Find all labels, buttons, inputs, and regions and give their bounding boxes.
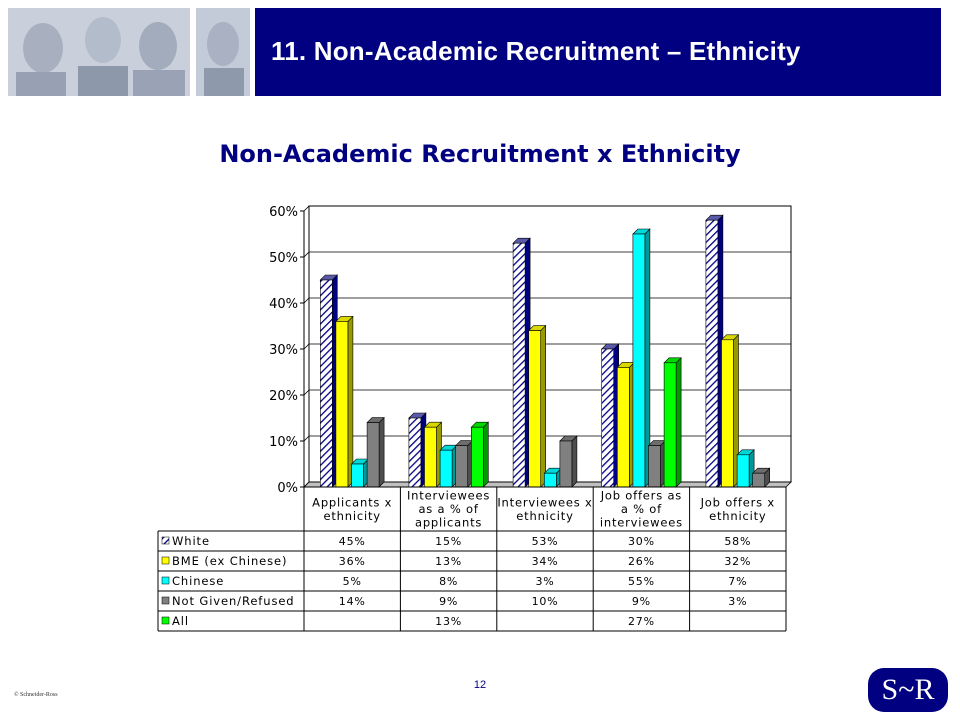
legend-label-white: White [172, 534, 210, 548]
data-label-not-given-refused: 14% [339, 595, 366, 608]
bar-chinese [439, 449, 453, 488]
data-label-not-given-refused: 3% [728, 595, 747, 608]
title-banner: 11. Non-Academic Recruitment – Ethnicity [255, 8, 941, 96]
bar-not-given-refused [648, 445, 661, 488]
bar-bme-ex-chinese-side [540, 324, 547, 488]
y-tick-label: 50% [269, 251, 298, 266]
y-tick-label: 10% [269, 435, 298, 450]
gridline [303, 343, 791, 350]
y-tick-label: 30% [269, 343, 298, 358]
data-label-not-given-refused: 9% [439, 595, 458, 608]
data-label-white: 53% [532, 535, 559, 548]
data-label-chinese: 3% [535, 575, 554, 588]
data-label-bme-ex-chinese: 26% [628, 555, 655, 568]
chart-title: Non-Academic Recruitment x Ethnicity [219, 140, 741, 168]
gridline [303, 205, 791, 212]
bar-bme-ex-chinese [721, 339, 734, 488]
bar-not-given-refused-side [378, 416, 385, 488]
bar-all-side [482, 421, 489, 488]
bar-white [705, 219, 719, 488]
schneider-ross-logo: S~R [868, 668, 948, 712]
bar-all [663, 362, 677, 488]
data-label-chinese: 5% [343, 575, 362, 588]
data-label-white: 30% [628, 535, 655, 548]
bar-chinese [632, 233, 646, 488]
slide-title: 11. Non-Academic Recruitment – Ethnicity [271, 36, 801, 66]
data-label-bme-ex-chinese: 32% [724, 555, 751, 568]
data-label-chinese: 8% [439, 575, 458, 588]
bar-bme-ex-chinese [616, 367, 630, 488]
bar-all-side [675, 357, 682, 488]
legend-swatch-white [161, 536, 170, 545]
category-label: ethnicity [709, 509, 766, 523]
bar-not-given-refused [752, 472, 766, 488]
y-tick-label: 40% [269, 297, 298, 312]
data-label-bme-ex-chinese: 13% [435, 555, 462, 568]
bar-white [408, 417, 422, 488]
data-label-white: 58% [724, 535, 751, 548]
bar-white [319, 279, 333, 488]
data-label-not-given-refused: 9% [632, 595, 651, 608]
category-label: interviewees [600, 516, 683, 530]
category-label: as a % of [418, 502, 478, 516]
legend-swatch-all [161, 616, 170, 625]
category-label: Job offers as [600, 489, 682, 503]
category-label: Interviewees x [497, 495, 592, 509]
bar-not-given-refused [366, 422, 380, 488]
legend-swatch-bme-ex-chinese [161, 556, 170, 565]
bar-not-given-refused-side [571, 435, 578, 488]
legend-swatch-not-given-refused [161, 596, 170, 605]
legend-label-all: All [172, 614, 189, 628]
data-label-white: 15% [435, 535, 462, 548]
legend-label-bme-ex-chinese: BME (ex Chinese) [172, 554, 287, 568]
y-tick-label: 0% [277, 481, 298, 496]
page-number: 12 [473, 679, 487, 691]
category-label: ethnicity [516, 509, 573, 523]
category-label: a % of [621, 502, 662, 516]
bar-white [601, 348, 615, 488]
bar-white [512, 242, 526, 488]
team-photo [8, 8, 190, 96]
y-tick-label: 60% [269, 205, 298, 220]
data-label-all: 27% [628, 615, 655, 628]
bar-bme-ex-chinese [335, 321, 349, 488]
bar-chinese [351, 463, 364, 488]
category-label: Job offers x [700, 495, 775, 509]
category-label: applicants [415, 516, 482, 530]
data-label-chinese: 7% [728, 575, 747, 588]
legend-label-not-given-refused: Not Given/Refused [172, 594, 295, 608]
bar-chinese [543, 472, 557, 488]
bar-all [470, 426, 484, 488]
bar-not-given-refused [455, 445, 469, 488]
category-label: Applicants x [312, 495, 392, 509]
gridline [303, 251, 791, 258]
legend-label-chinese: Chinese [172, 574, 224, 588]
category-label: ethnicity [324, 509, 381, 523]
data-label-white: 45% [339, 535, 366, 548]
bar-bme-ex-chinese [424, 426, 437, 488]
data-label-not-given-refused: 10% [532, 595, 559, 608]
data-label-bme-ex-chinese: 34% [532, 555, 559, 568]
data-label-chinese: 55% [628, 575, 655, 588]
bar-chinese [736, 454, 750, 488]
data-label-all: 13% [435, 615, 462, 628]
bar-not-given-refused [559, 440, 573, 488]
category-label: Interviewees [407, 489, 490, 503]
legend-swatch-chinese [161, 576, 170, 585]
y-tick-label: 20% [269, 389, 298, 404]
bar-bme-ex-chinese-side [347, 315, 354, 488]
woman-photo [196, 8, 250, 96]
copyright-notice: © Schneider-Ross [14, 692, 58, 698]
gridline [303, 297, 791, 304]
data-label-bme-ex-chinese: 36% [339, 555, 366, 568]
bar-bme-ex-chinese [528, 330, 542, 488]
